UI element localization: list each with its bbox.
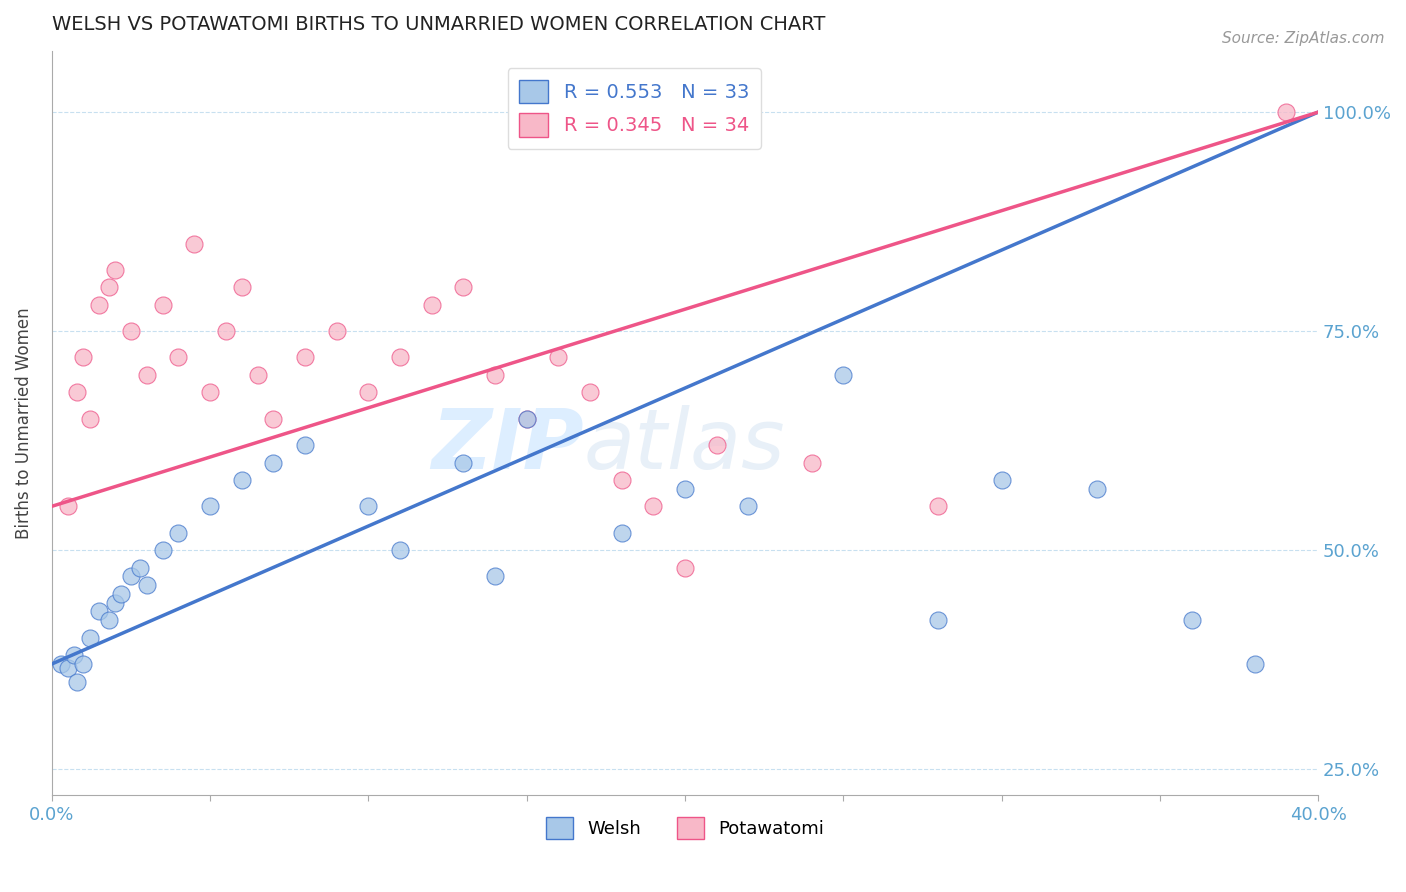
- Point: [484, 569, 506, 583]
- Point: [152, 298, 174, 312]
- Point: [152, 543, 174, 558]
- Point: [79, 411, 101, 425]
- Point: [215, 324, 238, 338]
- Point: [66, 674, 89, 689]
- Point: [388, 543, 411, 558]
- Point: [79, 631, 101, 645]
- Point: [120, 569, 142, 583]
- Point: [231, 473, 253, 487]
- Point: [927, 613, 949, 627]
- Text: Source: ZipAtlas.com: Source: ZipAtlas.com: [1222, 31, 1385, 46]
- Point: [832, 368, 855, 382]
- Point: [610, 525, 633, 540]
- Y-axis label: Births to Unmarried Women: Births to Unmarried Women: [15, 308, 32, 539]
- Point: [453, 280, 475, 294]
- Point: [183, 236, 205, 251]
- Point: [294, 351, 316, 365]
- Text: WELSH VS POTAWATOMI BIRTHS TO UNMARRIED WOMEN CORRELATION CHART: WELSH VS POTAWATOMI BIRTHS TO UNMARRIED …: [52, 15, 825, 34]
- Point: [97, 280, 120, 294]
- Point: [262, 456, 284, 470]
- Point: [325, 324, 347, 338]
- Point: [198, 385, 221, 400]
- Point: [97, 613, 120, 627]
- Point: [673, 560, 696, 574]
- Text: atlas: atlas: [583, 405, 786, 486]
- Point: [120, 324, 142, 338]
- Point: [388, 351, 411, 365]
- Point: [579, 385, 602, 400]
- Point: [1275, 105, 1298, 120]
- Point: [167, 351, 190, 365]
- Point: [990, 473, 1012, 487]
- Point: [104, 262, 127, 277]
- Point: [56, 661, 79, 675]
- Point: [167, 525, 190, 540]
- Point: [135, 578, 157, 592]
- Point: [357, 385, 380, 400]
- Point: [516, 411, 538, 425]
- Point: [56, 500, 79, 514]
- Point: [643, 500, 665, 514]
- Point: [198, 500, 221, 514]
- Point: [246, 368, 269, 382]
- Point: [1085, 482, 1108, 496]
- Point: [706, 438, 728, 452]
- Point: [89, 604, 111, 618]
- Point: [51, 657, 73, 671]
- Point: [1243, 657, 1265, 671]
- Point: [72, 351, 94, 365]
- Point: [800, 456, 823, 470]
- Point: [610, 473, 633, 487]
- Point: [357, 500, 380, 514]
- Point: [673, 482, 696, 496]
- Point: [231, 280, 253, 294]
- Point: [1180, 613, 1202, 627]
- Point: [927, 500, 949, 514]
- Legend: Welsh, Potawatomi: Welsh, Potawatomi: [538, 809, 831, 846]
- Point: [72, 657, 94, 671]
- Point: [737, 500, 759, 514]
- Point: [453, 456, 475, 470]
- Point: [66, 385, 89, 400]
- Point: [420, 298, 443, 312]
- Point: [129, 560, 152, 574]
- Point: [262, 411, 284, 425]
- Point: [110, 587, 132, 601]
- Point: [484, 368, 506, 382]
- Text: ZIP: ZIP: [432, 405, 583, 486]
- Point: [516, 411, 538, 425]
- Point: [104, 596, 127, 610]
- Point: [294, 438, 316, 452]
- Point: [63, 648, 86, 663]
- Point: [89, 298, 111, 312]
- Point: [135, 368, 157, 382]
- Point: [547, 351, 569, 365]
